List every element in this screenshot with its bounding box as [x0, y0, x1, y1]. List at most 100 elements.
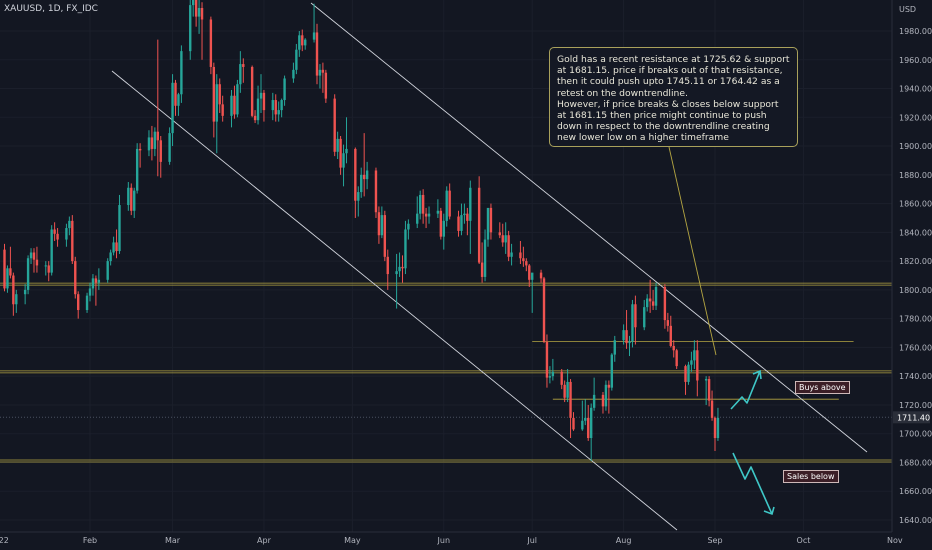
candle-body — [112, 242, 115, 253]
x-tick-label: Feb — [83, 536, 97, 545]
candle-body — [716, 417, 720, 439]
candle-body — [672, 345, 675, 351]
candle-body — [35, 259, 39, 266]
candle-body — [295, 49, 298, 70]
current-price-tag[interactable] — [893, 411, 930, 424]
candle-body — [357, 192, 360, 201]
candle-body — [127, 187, 130, 206]
candle-body — [648, 298, 652, 302]
trend-channel[interactable] — [111, 2, 868, 531]
candle-body — [519, 252, 522, 259]
candle-body — [445, 190, 448, 221]
candle-body — [236, 84, 239, 115]
x-tick-label: Jul — [526, 536, 537, 545]
arrow-down[interactable] — [732, 452, 773, 515]
buys-above-label[interactable]: Buys above — [795, 381, 850, 394]
candle-body — [156, 131, 160, 141]
candle-body — [690, 360, 693, 365]
candle-body — [15, 294, 18, 305]
candle-body — [354, 148, 357, 201]
candle-body — [610, 354, 614, 388]
candle-body — [604, 384, 608, 407]
candle-body — [304, 39, 307, 46]
candle-body — [439, 210, 443, 237]
candle-body — [56, 233, 59, 240]
candle-body — [253, 115, 257, 121]
y-tick-label: 1900.00 — [899, 142, 932, 151]
candle-body — [566, 381, 569, 398]
candle-body — [551, 371, 555, 377]
x-tick-label: Nov — [887, 536, 903, 545]
arrow-down-head — [763, 506, 775, 516]
y-tick-label: 1780.00 — [899, 315, 932, 324]
candle-body — [427, 213, 431, 217]
candle-body — [477, 187, 481, 263]
candle-body — [342, 153, 345, 168]
y-tick-label: 1980.00 — [899, 27, 932, 36]
candle-body — [85, 295, 89, 311]
y-tick-label: 1860.00 — [899, 200, 932, 209]
candle-body — [466, 213, 469, 221]
candle-body — [710, 400, 714, 418]
candle-body — [91, 278, 95, 289]
y-tick-label: 1680.00 — [899, 458, 932, 467]
current-price-label: 1711.40 — [897, 413, 930, 422]
candle-body — [159, 140, 162, 162]
candle-body — [177, 94, 180, 106]
candle-body — [191, 0, 195, 6]
y-tick-label: 1920.00 — [899, 113, 932, 122]
candle-body — [233, 95, 236, 115]
candle-body — [339, 138, 342, 168]
candle-body — [696, 350, 699, 381]
trendline-lower[interactable] — [111, 70, 678, 531]
candle-body — [26, 258, 30, 290]
candle-body — [377, 212, 381, 236]
candle-body — [153, 131, 157, 149]
candle-body — [315, 32, 319, 76]
arrow-up[interactable] — [730, 370, 761, 410]
annotation-note[interactable]: Gold has a recent resistance at 1725.62 … — [549, 47, 798, 147]
horizontal-levels[interactable] — [0, 282, 892, 463]
sales-below-label[interactable]: Sales below — [783, 470, 839, 483]
grid — [0, 0, 895, 532]
candle-body — [448, 190, 451, 217]
candle-body — [215, 84, 218, 122]
candle-body — [197, 7, 201, 17]
candle-body — [280, 100, 283, 111]
symbol-label[interactable]: XAUUSD, 1D, FX_IDC — [4, 4, 98, 14]
candle-body — [97, 279, 101, 283]
candle-body — [209, 19, 213, 67]
time-axis[interactable]: 2022 Feb Mar Apr May Jun Jul Aug Sep Oct Nov — [0, 536, 903, 545]
candle-body — [442, 220, 445, 237]
candle-body — [68, 220, 71, 229]
candle-body — [707, 379, 711, 401]
candle-body — [47, 265, 50, 273]
y-tick-label: 1840.00 — [899, 228, 932, 237]
candle-body — [333, 98, 336, 152]
y-tick-label: 1760.00 — [899, 343, 932, 352]
candle-body — [130, 187, 133, 211]
price-axis[interactable]: USD 1980.00 1960.00 1940.00 1920.00 1900.00 18… — [893, 5, 932, 525]
candle-body — [563, 384, 566, 398]
y-tick-label: 1940.00 — [899, 85, 932, 94]
candle-body — [539, 272, 543, 279]
candles — [3, 0, 720, 462]
candle-body — [44, 265, 47, 267]
arrow-up-head — [752, 369, 762, 380]
candle-body — [318, 69, 322, 76]
candle-body — [463, 213, 466, 216]
candle-body — [77, 294, 80, 311]
candle-body — [383, 215, 387, 257]
price-axis-bg[interactable] — [892, 0, 932, 550]
candle-body — [94, 278, 98, 283]
projection-arrows[interactable] — [730, 369, 775, 516]
y-tick-label: 1800.00 — [899, 286, 932, 295]
trendline-upper[interactable] — [310, 2, 868, 453]
candle-body — [386, 256, 389, 275]
candle-body — [607, 384, 611, 388]
candle-body — [365, 170, 369, 180]
candle-body — [545, 341, 549, 378]
candle-body — [298, 35, 301, 50]
